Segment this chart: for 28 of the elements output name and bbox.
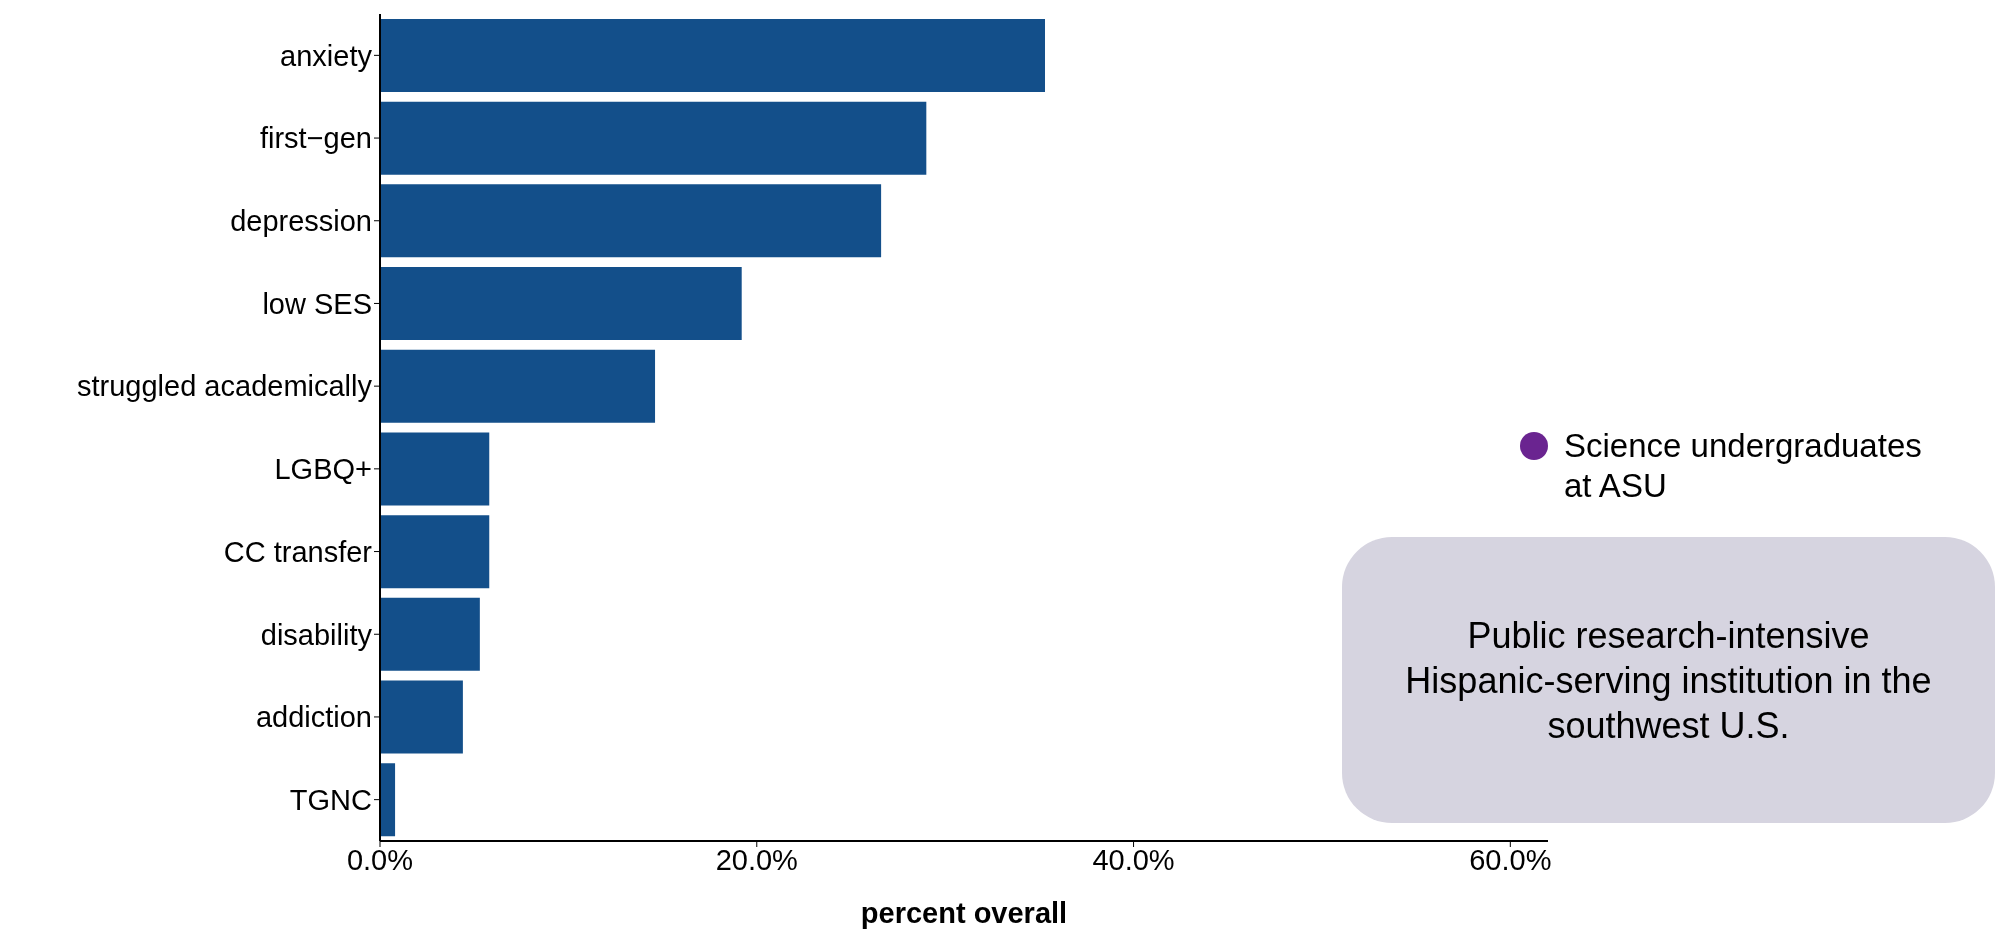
y-tick-label: depression — [230, 205, 372, 238]
x-tick-label: 20.0% — [715, 843, 798, 876]
x-tick-label: 40.0% — [1092, 843, 1175, 876]
y-tick-label: disability — [260, 618, 373, 651]
y-tick-label: first−gen — [259, 122, 372, 155]
callout-box: Public research-intensive Hispanic-serving institution in the southwest U.S. — [1342, 537, 1995, 823]
text: Science undergraduates at ASU — [1564, 426, 1923, 506]
bar — [380, 18, 1046, 92]
bar — [380, 680, 463, 754]
bar — [380, 432, 490, 506]
bar — [380, 101, 927, 175]
y-tick-label: TGNC — [289, 783, 372, 816]
y-tick-label: CC transfer — [223, 535, 373, 568]
y-tick-label: anxiety — [280, 39, 373, 72]
bar — [380, 184, 882, 258]
y-tick-label: low SES — [262, 287, 372, 320]
bar — [380, 763, 396, 837]
bar — [380, 515, 490, 589]
bar — [380, 597, 480, 671]
bar — [380, 267, 742, 341]
x-tick-label: 60.0% — [1469, 843, 1552, 876]
y-tick-label: addiction — [255, 701, 372, 734]
bar — [380, 349, 656, 423]
x-axis-title: percent overall — [860, 897, 1068, 929]
annotation: Public research-intensive Hispanic-serving institution in the southwest U.S. — [1404, 613, 1933, 748]
y-tick-label: struggled academically — [77, 370, 373, 403]
x-tick-label: 0.0% — [346, 843, 414, 876]
y-tick-label: LGBQ+ — [274, 453, 372, 486]
